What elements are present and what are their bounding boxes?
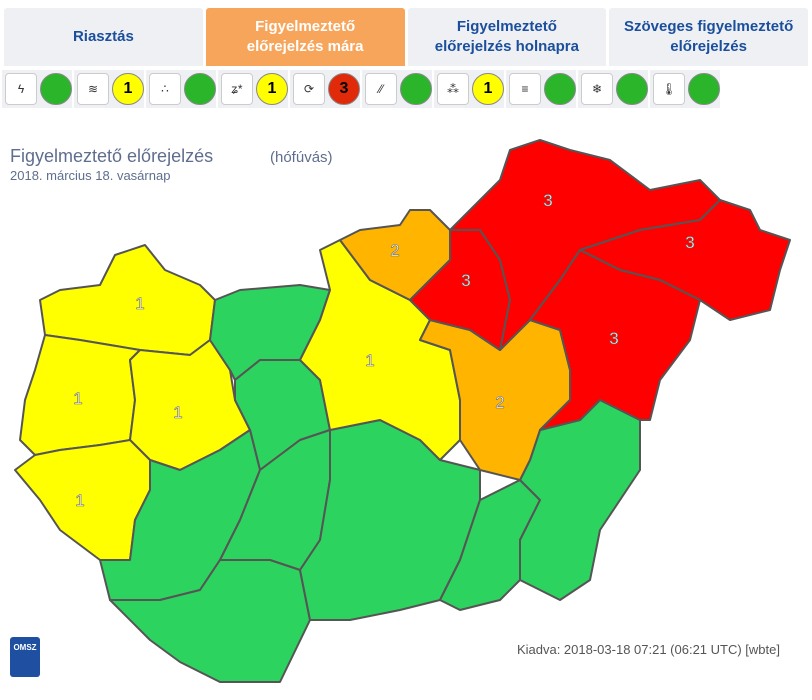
- tab-bar: Riasztás Figyelmeztető előrejelzés mára Fi…: [4, 8, 808, 66]
- logo-bg: [10, 637, 40, 677]
- region-level: 3: [543, 191, 552, 210]
- hazard-level: 1: [256, 73, 288, 105]
- hazard-level: 1: [472, 73, 504, 105]
- hazard-level: 1: [112, 73, 144, 105]
- hazard-icon: ⁂: [437, 73, 469, 105]
- hazard: ʑ* 1: [218, 70, 288, 108]
- hazard-level: [616, 73, 648, 105]
- logo: OMSZ: [13, 643, 36, 652]
- hazard-bar: ϟ ≋ 1 ∴ ʑ* 1 ⟳ 3 ⁄⁄ ⁂ 1 ≡ ❄ 🌡: [2, 70, 720, 108]
- hazard: ⁂ 1: [434, 70, 504, 108]
- region-level: 1: [135, 294, 144, 313]
- hazard-name: (hófúvás): [270, 149, 333, 166]
- hazard-icon: ≡: [509, 73, 541, 105]
- hazard-level: [544, 73, 576, 105]
- hazard-icon: ⁄⁄: [365, 73, 397, 105]
- hazard: ∴: [146, 70, 216, 108]
- hazard-icon: ϟ: [5, 73, 37, 105]
- tab[interactable]: Riasztás: [4, 8, 203, 66]
- region: [529, 249, 701, 431]
- region-level: 1: [73, 389, 82, 408]
- region-level: 1: [75, 491, 84, 510]
- hazard-level: [40, 73, 72, 105]
- hazard: ϟ: [2, 70, 72, 108]
- region-level: 2: [495, 393, 504, 412]
- hazard-level: 3: [328, 73, 360, 105]
- hazard-icon: ⟳: [293, 73, 325, 105]
- region-level: 3: [461, 271, 470, 290]
- region-level: 3: [609, 329, 618, 348]
- date: 2018. március 18. vasárnap: [10, 168, 170, 183]
- region-level: 2: [390, 241, 399, 260]
- tab[interactable]: Szöveges figyelmeztető előrejelzés: [609, 8, 808, 66]
- hazard-icon: ∴: [149, 73, 181, 105]
- hazard-icon: ≋: [77, 73, 109, 105]
- hazard-level: [688, 73, 720, 105]
- map: Figyelmeztető előrejelzés (hófúvás) 2018…: [10, 139, 791, 683]
- hazard-icon: ❄: [581, 73, 613, 105]
- hazard: ⟳ 3: [290, 70, 360, 108]
- hazard-level: [184, 73, 216, 105]
- hazard: 🌡: [650, 70, 720, 108]
- hazard-icon: 🌡: [653, 73, 685, 105]
- issued: Kiadva: 2018-03-18 07:21 (06:21 UTC) [wb…: [517, 642, 780, 657]
- region-level: 1: [173, 403, 182, 422]
- hazard: ≋ 1: [74, 70, 144, 108]
- tab[interactable]: Figyelmeztető előrejelzés mára: [205, 8, 405, 66]
- region-level: 3: [685, 233, 694, 252]
- hazard: ≡: [506, 70, 576, 108]
- map-title: Figyelmeztető előrejelzés: [10, 146, 213, 166]
- hazard: ❄: [578, 70, 648, 108]
- region-level: 1: [365, 351, 374, 370]
- tab[interactable]: Figyelmeztető előrejelzés holnapra: [407, 8, 607, 66]
- hazard: ⁄⁄: [362, 70, 432, 108]
- hazard-level: [400, 73, 432, 105]
- hazard-icon: ʑ*: [221, 73, 253, 105]
